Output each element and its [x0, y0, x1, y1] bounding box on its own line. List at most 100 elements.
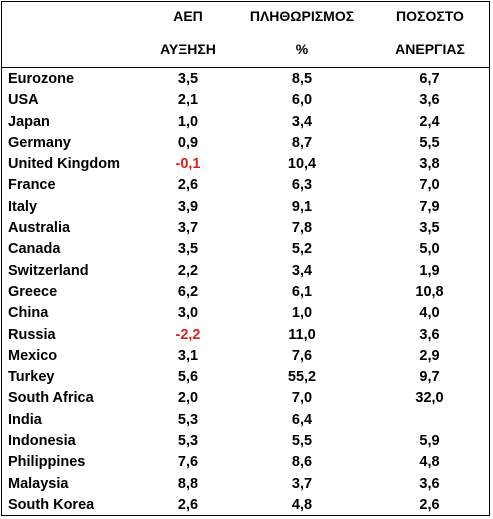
- country-cell: USA: [8, 92, 39, 109]
- unemployment-cell: 5,5: [419, 134, 440, 151]
- country-cell: United Kingdom: [8, 156, 120, 173]
- inflation-header-line1: ΠΛΗΘΩΡΙΣΜΟΣ: [249, 8, 355, 24]
- unemployment-cell: 5,0: [419, 241, 440, 258]
- unemployment-cell: 10,8: [415, 283, 444, 300]
- gdp-growth-cell: 3,1: [177, 347, 199, 364]
- inflation-cell: 5,2: [291, 241, 313, 258]
- country-cell: Switzerland: [8, 262, 89, 279]
- gdp-growth-cell: 2,6: [177, 177, 199, 194]
- inflation-header-line2: %: [295, 41, 309, 57]
- header-row-bottom: ΑΥΞΗΣΗ % ΑΝΕΡΓΙΑΣ: [2, 31, 489, 68]
- gdp-growth-cell: 3,7: [177, 220, 199, 237]
- unemployment-cell: 4,8: [419, 454, 440, 471]
- unemployment-cell: 2,6: [419, 496, 440, 513]
- inflation-cell: 55,2: [287, 369, 317, 386]
- inflation-cell: 6,3: [291, 177, 313, 194]
- gdp-growth-cell: 2,1: [177, 92, 199, 109]
- unemployment-cell: 2,4: [419, 113, 440, 130]
- gdp-header-line2: ΑΥΞΗΣΗ: [160, 41, 216, 57]
- inflation-cell: 1,0: [291, 305, 313, 322]
- gdp-growth-cell: 3,5: [177, 71, 199, 87]
- gdp-growth-cell: 2,0: [177, 390, 199, 407]
- inflation-cell: 8,5: [291, 71, 313, 87]
- gdp-growth-cell: 7,6: [177, 454, 199, 471]
- table-row: Germany 0,9 8,7 5,5: [2, 133, 489, 154]
- table-row: Australia 3,7 7,8 3,5: [2, 218, 489, 239]
- gdp-growth-cell: 1,0: [177, 113, 199, 130]
- table-row: Canada 3,5 5,2 5,0: [2, 239, 489, 260]
- inflation-cell: 6,0: [291, 92, 313, 109]
- country-cell: Indonesia: [8, 433, 76, 450]
- country-cell: South Korea: [8, 496, 95, 513]
- inflation-cell: 3,4: [291, 113, 313, 130]
- country-cell: Eurozone: [8, 71, 75, 87]
- country-cell: Japan: [8, 113, 50, 130]
- table-row: Italy 3,9 9,1 7,9: [2, 197, 489, 218]
- country-cell: Turkey: [8, 369, 55, 386]
- gdp-growth-cell: 8,8: [177, 475, 199, 492]
- inflation-cell: 6,4: [291, 411, 313, 428]
- unemployment-cell: 7,0: [419, 177, 440, 194]
- country-cell: Italy: [8, 198, 38, 215]
- country-cell: Russia: [8, 326, 56, 343]
- unemployment-header-line1: ΠΟΣΟΣΤΟ: [396, 8, 464, 24]
- unemployment-cell: 3,6: [419, 475, 440, 492]
- unemployment-cell: 3,6: [419, 92, 440, 109]
- unemployment-header-line2: ΑΝΕΡΓΙΑΣ: [395, 41, 465, 57]
- country-cell: Malaysia: [8, 475, 69, 492]
- inflation-cell: 7,6: [291, 347, 313, 364]
- country-cell: Greece: [8, 283, 58, 300]
- gdp-growth-cell: 2,2: [177, 262, 199, 279]
- gdp-growth-cell: 2,6: [177, 496, 199, 513]
- gdp-header-line1: ΑΕΠ: [173, 8, 203, 24]
- inflation-cell: 8,7: [291, 134, 313, 151]
- country-cell: Mexico: [8, 347, 58, 364]
- table-row: United Kingdom -0,1 10,4 3,8: [2, 154, 489, 175]
- inflation-cell: 7,8: [291, 220, 313, 237]
- gdp-growth-cell: 5,3: [177, 411, 199, 428]
- table-row: South Korea 2,6 4,8 2,6: [2, 495, 489, 516]
- unemployment-cell: 3,5: [419, 220, 440, 237]
- country-cell: Philippines: [8, 454, 86, 471]
- table-body: Eurozone 3,5 8,5 6,7 USA 2,1 6,0 3,6 Japan 1,0 3,4…: [2, 69, 489, 516]
- inflation-cell: 3,7: [291, 475, 313, 492]
- inflation-cell: 10,4: [287, 156, 317, 173]
- inflation-cell: 8,6: [291, 454, 313, 471]
- table-row: Eurozone 3,5 8,5 6,7: [2, 69, 489, 90]
- table-row: Japan 1,0 3,4 2,4: [2, 112, 489, 133]
- gdp-growth-cell: 6,2: [177, 283, 199, 300]
- unemployment-cell: 9,7: [419, 369, 440, 386]
- country-cell: Australia: [8, 220, 71, 237]
- inflation-cell: 9,1: [291, 198, 313, 215]
- table-row: Turkey 5,6 55,2 9,7: [2, 367, 489, 388]
- table-row: Switzerland 2,2 3,4 1,9: [2, 261, 489, 282]
- unemployment-cell: 5,9: [419, 433, 440, 450]
- unemployment-cell: 2,9: [419, 347, 440, 364]
- table-row: Indonesia 5,3 5,5 5,9: [2, 431, 489, 452]
- gdp-growth-cell: 3,0: [177, 305, 199, 322]
- unemployment-cell: 7,9: [419, 198, 440, 215]
- table-row: China 3,0 1,0 4,0: [2, 303, 489, 324]
- unemployment-cell: 3,8: [419, 156, 440, 173]
- gdp-growth-cell: 5,6: [177, 369, 199, 386]
- country-cell: Canada: [8, 241, 61, 258]
- country-cell: France: [8, 177, 56, 194]
- table-row: Malaysia 8,8 3,7 3,6: [2, 474, 489, 495]
- unemployment-cell: 6,7: [419, 71, 440, 87]
- table-row: France 2,6 6,3 7,0: [2, 175, 489, 196]
- gdp-growth-cell: 3,5: [177, 241, 199, 258]
- header-row-top: ΑΕΠ ΠΛΗΘΩΡΙΣΜΟΣ ΠΟΣΟΣΤΟ: [2, 2, 489, 31]
- inflation-cell: 4,8: [291, 496, 313, 513]
- inflation-cell: 6,1: [291, 283, 313, 300]
- table-row: India 5,3 6,4: [2, 410, 489, 431]
- table-row: Greece 6,2 6,1 10,8: [2, 282, 489, 303]
- unemployment-cell: 4,0: [419, 305, 440, 322]
- country-cell: South Africa: [8, 390, 94, 407]
- unemployment-cell: 3,6: [419, 326, 440, 343]
- country-cell: India: [8, 411, 42, 428]
- inflation-cell: 7,0: [291, 390, 313, 407]
- inflation-cell: 5,5: [291, 433, 313, 450]
- gdp-growth-cell: -0,1: [175, 156, 201, 173]
- table-row: Russia -2,2 11,0 3,6: [2, 325, 489, 346]
